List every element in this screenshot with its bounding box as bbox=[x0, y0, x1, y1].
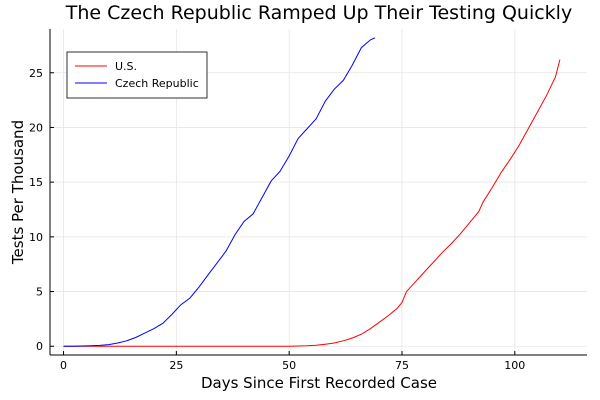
legend-label-0: U.S. bbox=[115, 60, 137, 73]
y-axis-title: Tests Per Thousand bbox=[9, 120, 27, 265]
x-tick-label: 0 bbox=[60, 359, 67, 372]
series-layer bbox=[63, 37, 561, 347]
y-tick-label: 5 bbox=[36, 286, 43, 299]
legend-box bbox=[66, 51, 208, 99]
axes bbox=[49, 29, 587, 356]
y-tick-label: 15 bbox=[29, 176, 43, 189]
y-tick-label: 0 bbox=[36, 340, 43, 353]
legend: U.S. Czech Republic bbox=[66, 51, 208, 99]
x-tick-label: 75 bbox=[395, 359, 409, 372]
series-line-1 bbox=[63, 37, 376, 347]
y-tick-label: 25 bbox=[29, 67, 43, 80]
y-tick-label: 10 bbox=[29, 231, 43, 244]
x-tick-label: 25 bbox=[169, 359, 183, 372]
tick-labels: 0 25 50 75 100 0 5 10 15 20 25 bbox=[29, 67, 525, 372]
x-axis-title: Days Since First Recorded Case bbox=[201, 374, 437, 392]
x-tick-label: 50 bbox=[282, 359, 296, 372]
y-tick-label: 20 bbox=[29, 121, 43, 134]
chart-title: The Czech Republic Ramped Up Their Testi… bbox=[65, 2, 572, 24]
series-line-0 bbox=[63, 59, 561, 347]
legend-label-1: Czech Republic bbox=[115, 77, 199, 90]
x-tick-label: 100 bbox=[504, 359, 525, 372]
